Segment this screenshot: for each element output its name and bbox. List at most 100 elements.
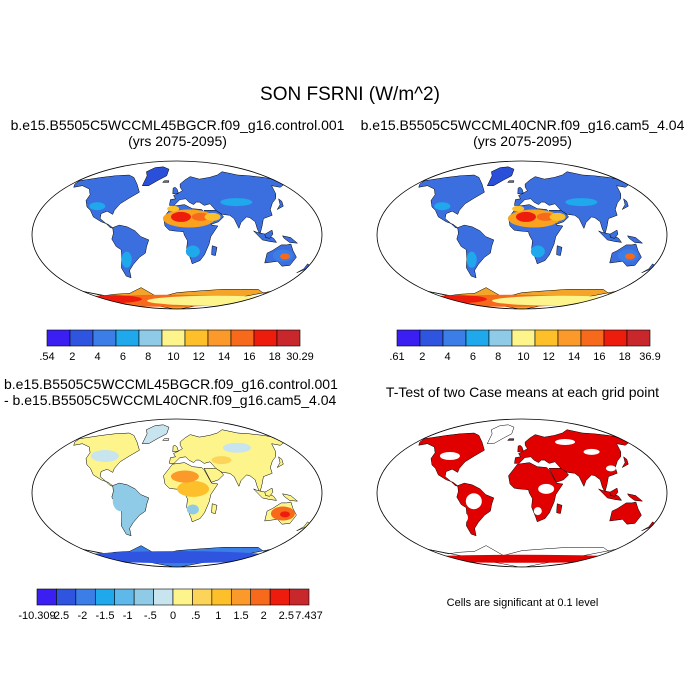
colorbar-swatch — [534, 329, 559, 347]
colorbar-swatch — [230, 588, 252, 606]
shading-patch — [434, 202, 451, 211]
colorbar-tick-label: 30.29 — [286, 351, 314, 363]
map-land-group — [402, 424, 656, 567]
shading-patch — [459, 512, 468, 523]
panel3-colorbar: -10.309-2.5 -2 -1.5 -1 -.5 0 .5 1 1.5 2 2.5 7.437 — [18, 588, 323, 622]
shading-patch — [185, 245, 200, 258]
colorbar-tick-label: .54 — [39, 351, 54, 363]
colorbar-tick-label: 2 — [261, 610, 267, 622]
figure-title: SON FSRNI (W/m^2) — [260, 84, 440, 105]
shading-patch — [167, 205, 180, 212]
colorbar-swatch — [626, 329, 651, 347]
continent-indonesia — [253, 230, 278, 243]
colorbar-tick-label: -.5 — [144, 610, 157, 622]
colorbar-swatch — [250, 588, 271, 606]
shading-patch — [426, 295, 487, 304]
shading-patch — [512, 205, 525, 212]
shading-patch — [77, 551, 277, 564]
shading-patch — [402, 554, 642, 563]
colorbar-swatch — [153, 588, 174, 606]
colorbar-tick-label: 2 — [69, 351, 75, 363]
continent-japan — [621, 456, 629, 469]
shading-patch — [279, 511, 290, 518]
continent-greenland — [141, 424, 170, 444]
colorbar-swatch — [419, 329, 444, 347]
colorbar-tick-label: 10 — [517, 351, 529, 363]
colorbar-swatch — [269, 588, 290, 606]
shading-patch — [533, 507, 542, 516]
colorbar-swatch — [192, 588, 213, 606]
colorbar-swatch — [465, 329, 490, 347]
colorbar-swatch — [172, 588, 193, 606]
continent-indonesia — [253, 488, 278, 501]
panel2-title-line1: b.e15.B5505C5WCCML40CNR.f09_g16.cam5_4.0… — [360, 117, 685, 133]
colorbar-tick-label: 4 — [445, 351, 451, 363]
continent-madagascar — [556, 503, 563, 514]
colorbar-tick-label: -1 — [123, 610, 133, 622]
panel1-title: b.e15.B5505C5WCCML45BGCR.f09_g16.control… — [0, 117, 355, 149]
continent-arabia — [203, 468, 224, 483]
continent-indonesia — [598, 230, 623, 243]
continent-uk — [517, 187, 524, 195]
shading-patch — [211, 456, 232, 465]
colorbar-tick-label: 7.437 — [295, 610, 323, 622]
continent-greenland — [486, 424, 515, 444]
colorbar-tick-label: 18 — [619, 351, 631, 363]
colorbar-tick-label: 14 — [568, 351, 580, 363]
panel4-title: T-Test of two Case means at each grid po… — [345, 384, 700, 400]
shading-patch — [492, 295, 633, 306]
colorbar-swatch — [36, 588, 57, 606]
colorbar-swatch — [442, 329, 467, 347]
colorbar-tick-label: 4 — [95, 351, 101, 363]
colorbar-swatch — [92, 329, 117, 347]
shading-patch — [439, 452, 460, 460]
colorbar-tick-label: 0 — [170, 610, 176, 622]
continent-uk — [172, 445, 179, 453]
continent-indonesia — [598, 488, 623, 501]
continent-madagascar — [556, 245, 563, 256]
colorbar-swatch — [211, 588, 232, 606]
colorbar-swatch — [69, 329, 94, 347]
shading-patch — [555, 439, 576, 446]
colorbar-swatch — [133, 588, 154, 606]
colorbar-tick-label: 8 — [145, 351, 151, 363]
colorbar-tick-label: 2.5 — [279, 610, 294, 622]
colorbar-swatch — [115, 329, 140, 347]
shading-patch — [466, 251, 477, 268]
colorbar-tick-label: -10.309 — [18, 610, 55, 622]
continent-borneo — [264, 487, 274, 497]
shading-patch — [583, 448, 600, 455]
colorbar-tick-label: 18 — [269, 351, 281, 363]
colorbar-tick-label: 10 — [167, 351, 179, 363]
shading-patch — [220, 198, 253, 207]
map-boundary — [376, 160, 668, 310]
shading-patch — [222, 442, 251, 453]
colorbar-tick-label: 2 — [419, 351, 425, 363]
colorbar-swatch — [488, 329, 513, 347]
panel2-map — [376, 160, 668, 310]
map-boundary — [31, 160, 323, 310]
shading-patch — [191, 212, 210, 221]
map-land-group — [72, 166, 311, 309]
shading-patch — [515, 211, 536, 222]
continent-africa — [508, 462, 564, 523]
panel3-title: b.e15.B5505C5WCCML45BGCR.f09_g16.control… — [4, 376, 338, 408]
colorbar-tick-label: .61 — [389, 351, 404, 363]
continent-arabia — [548, 468, 569, 483]
map-land-group — [417, 166, 656, 309]
continent-new-guinea — [281, 235, 299, 244]
colorbar-tick-label: 16 — [243, 351, 255, 363]
shading-patch — [624, 253, 635, 260]
colorbar-tick-label: 1.5 — [233, 610, 248, 622]
panel2-title-line2: (yrs 2075-2095) — [473, 133, 572, 149]
colorbar-swatch — [276, 329, 301, 347]
panel3-title-line1: b.e15.B5505C5WCCML45BGCR.f09_g16.control… — [4, 376, 338, 392]
shading-patch — [605, 465, 616, 472]
colorbar-tick-label: 6 — [470, 351, 476, 363]
colorbar-swatch — [94, 588, 116, 606]
continent-new-guinea — [281, 493, 299, 502]
panel3-map — [31, 418, 323, 568]
continent-borneo — [609, 229, 619, 239]
colorbar-tick-label: 36.9 — [639, 351, 660, 363]
colorbar-swatch — [230, 329, 255, 347]
